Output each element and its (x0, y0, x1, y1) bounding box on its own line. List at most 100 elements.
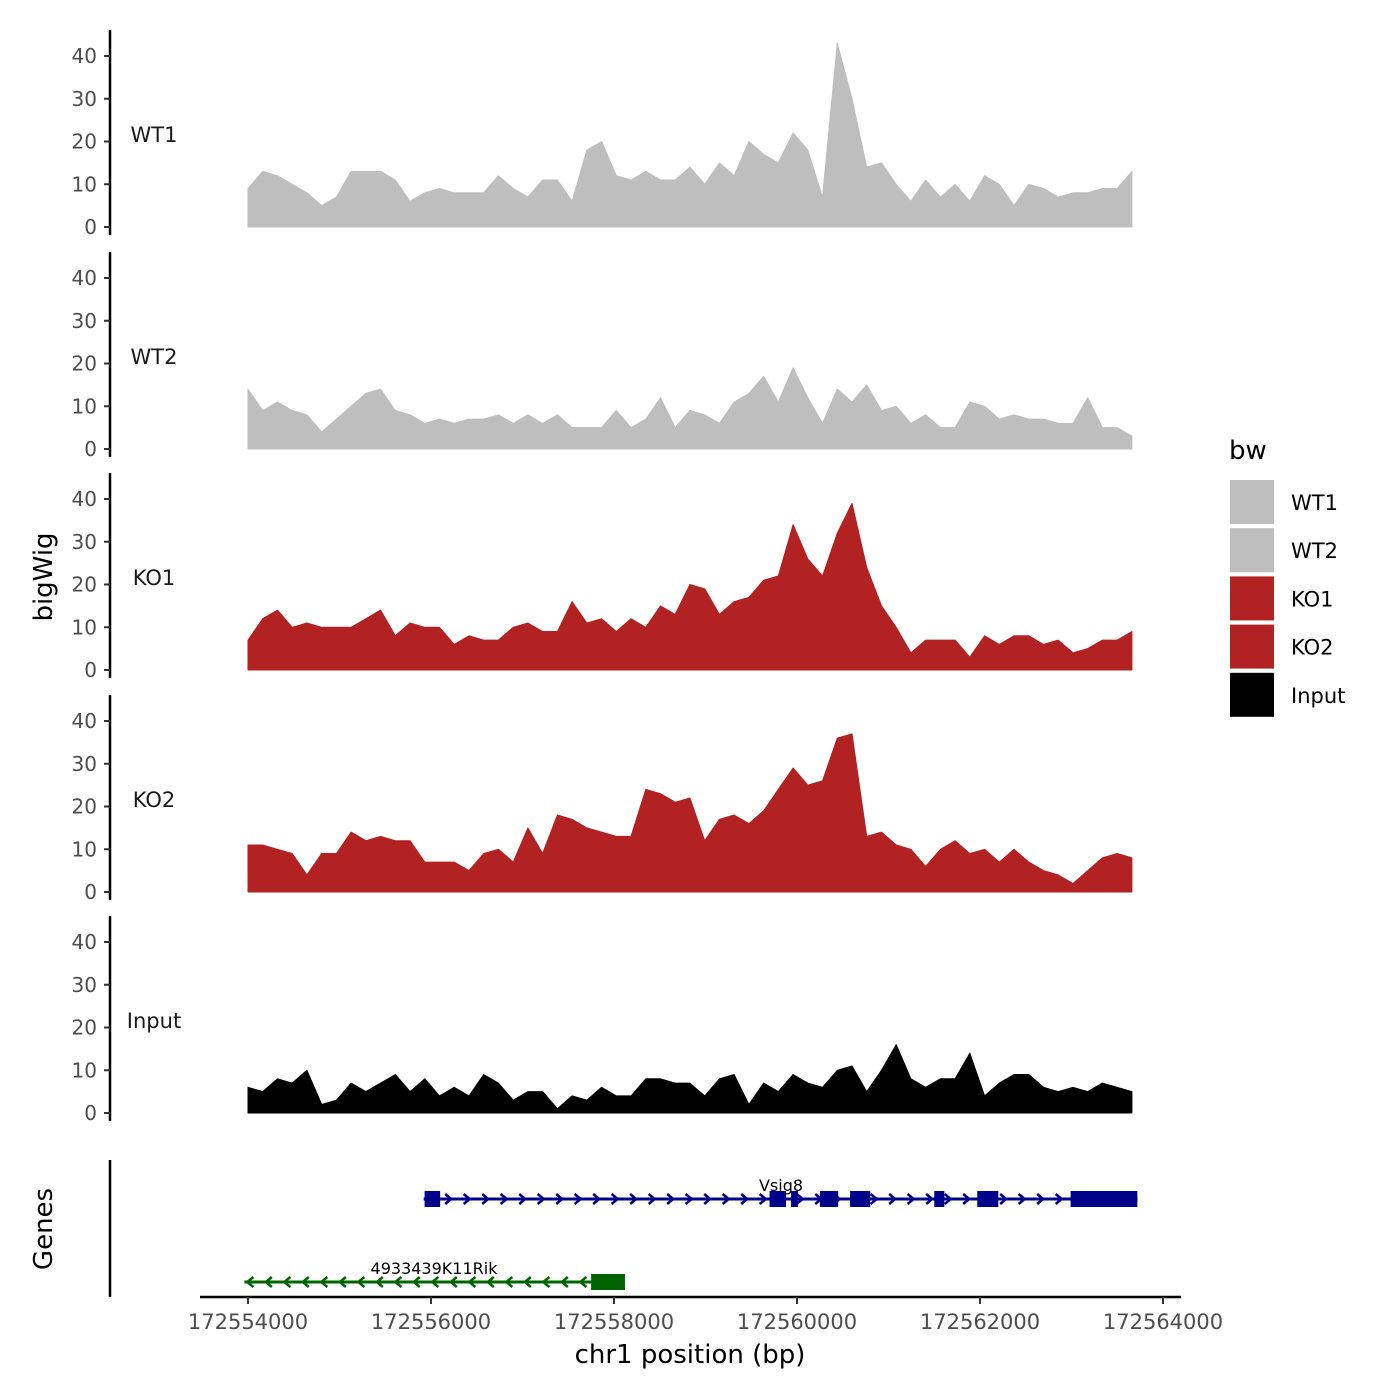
strand-arrow-icon (374, 1276, 384, 1288)
x-tick-label: 172558000 (554, 1310, 674, 1334)
track-panel-wt1: 0 10 20 30 40 WT1 (72, 30, 1133, 239)
gene-label: Vsig8 (759, 1176, 803, 1195)
y-tick-label: 0 (84, 880, 97, 904)
legend-label: WT2 (1291, 539, 1338, 563)
track-panel-ko1: 0 10 20 30 40 KO1 (72, 473, 1133, 682)
strand-arrow-icon (300, 1276, 310, 1288)
x-tick-label: 172562000 (920, 1310, 1040, 1334)
strand-arrow-icon (319, 1276, 329, 1288)
strand-arrow-icon (573, 1193, 583, 1205)
y-tick-label: 30 (72, 87, 97, 111)
y-tick-label: 20 (72, 573, 97, 597)
y-tick-label: 20 (72, 795, 97, 819)
strand-arrow-icon (467, 1276, 477, 1288)
strand-arrow-icon (888, 1193, 898, 1205)
strand-arrow-icon (393, 1276, 403, 1288)
legend-item-ko2: KO2 (1230, 624, 1334, 669)
signal-area-wt2 (247, 367, 1133, 450)
legend-swatch (1230, 528, 1274, 573)
strand-arrow-icon (504, 1276, 514, 1288)
strand-arrow-icon (448, 1276, 458, 1288)
y-tick-label: 10 (72, 615, 97, 639)
strand-arrow-icon (721, 1193, 731, 1205)
signal-area-input (247, 1044, 1133, 1114)
y-tick-label: 30 (72, 530, 97, 554)
y-tick-label: 40 (72, 709, 97, 733)
strand-arrow-icon (999, 1193, 1009, 1205)
gene-label: 4933439K11Rik (371, 1259, 499, 1278)
y-tick-label: 40 (72, 930, 97, 954)
legend-item-input: Input (1230, 672, 1345, 717)
strand-arrow-icon (684, 1193, 694, 1205)
strand-arrow-icon (499, 1193, 509, 1205)
gene-exon (819, 1191, 839, 1207)
x-tick-label: 172564000 (1103, 1310, 1223, 1334)
track-panel-ko2: 0 10 20 30 40 KO2 (72, 695, 1133, 904)
y-tick-label: 40 (72, 44, 97, 68)
legend-title: bw (1229, 436, 1267, 466)
legend-item-ko1: KO1 (1230, 576, 1334, 621)
y-tick-label: 10 (72, 172, 97, 196)
x-tick-label: 172556000 (371, 1310, 491, 1334)
strand-arrow-icon (541, 1276, 551, 1288)
strand-arrow-icon (337, 1276, 347, 1288)
y-tick-label: 30 (72, 309, 97, 333)
strand-arrow-icon (444, 1193, 454, 1205)
y-tick-label: 0 (84, 658, 97, 682)
gene-exon (934, 1191, 945, 1207)
track-label: Input (127, 1009, 181, 1033)
strand-arrow-icon (795, 1193, 805, 1205)
legend-swatch (1230, 576, 1274, 621)
genes-axis-title: Genes (29, 1188, 59, 1270)
signal-area-wt1 (247, 42, 1133, 228)
legend-swatch (1230, 672, 1274, 717)
strand-arrow-icon (411, 1276, 421, 1288)
x-tick-label: 172554000 (188, 1310, 308, 1334)
strand-arrow-icon (925, 1193, 935, 1205)
gene-vsig8: Vsig8 (423, 1176, 1138, 1207)
strand-arrow-icon (869, 1193, 879, 1205)
x-axis-title: chr1 position (bp) (575, 1340, 806, 1370)
y-axis-title: bigWig (29, 532, 59, 621)
legend-swatch (1230, 624, 1274, 669)
y-tick-label: 40 (72, 266, 97, 290)
signal-area-ko1 (247, 502, 1133, 671)
x-tick-label: 172560000 (737, 1310, 857, 1334)
y-tick-label: 0 (84, 1101, 97, 1125)
legend-label: KO1 (1291, 587, 1334, 611)
strand-arrow-icon (647, 1193, 657, 1205)
track-panel-wt2: 0 10 20 30 40 WT2 (72, 252, 1133, 461)
y-tick-label: 0 (84, 215, 97, 239)
y-tick-label: 30 (72, 973, 97, 997)
legend-label: Input (1291, 684, 1345, 708)
gene-exon (769, 1191, 787, 1207)
strand-arrow-icon (536, 1193, 546, 1205)
strand-arrow-icon (282, 1276, 292, 1288)
gene-exon (591, 1274, 625, 1290)
track-panel-input: 0 10 20 30 40 Input (72, 916, 1133, 1125)
legend-label: KO2 (1291, 636, 1334, 660)
strand-arrow-icon (610, 1193, 620, 1205)
y-tick-label: 10 (72, 837, 97, 861)
strand-arrow-icon (1054, 1193, 1064, 1205)
gene-exon (850, 1191, 871, 1207)
strand-arrow-icon (1036, 1193, 1046, 1205)
strand-arrow-icon (629, 1193, 639, 1205)
strand-arrow-icon (666, 1193, 676, 1205)
y-tick-label: 20 (72, 352, 97, 376)
legend-swatch (1230, 480, 1274, 524)
y-tick-label: 0 (84, 437, 97, 461)
strand-arrow-icon (943, 1193, 953, 1205)
legend-item-wt1: WT1 (1230, 480, 1338, 524)
strand-arrow-icon (703, 1193, 713, 1205)
strand-arrow-icon (758, 1193, 768, 1205)
track-label: KO1 (133, 566, 176, 590)
y-tick-label: 30 (72, 752, 97, 776)
strand-arrow-icon (906, 1193, 916, 1205)
y-tick-label: 10 (72, 1058, 97, 1082)
gene-exon (791, 1191, 798, 1207)
track-label: WT1 (131, 123, 178, 147)
y-tick-label: 20 (72, 1016, 97, 1040)
